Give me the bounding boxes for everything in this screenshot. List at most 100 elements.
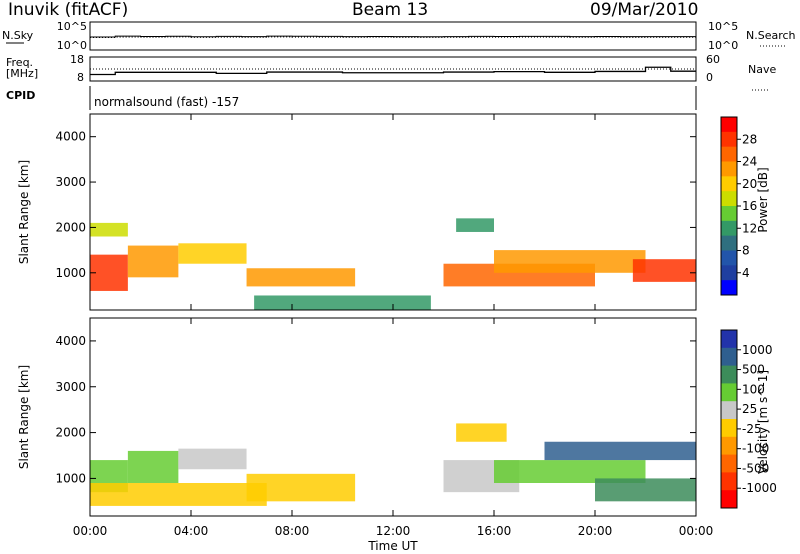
power-panel: 1000 2000 3000 4000 Slant Range [km] 28 24 20… xyxy=(17,113,770,311)
vel-cbar-swatch-4 xyxy=(721,401,737,420)
power-cells-region-0 xyxy=(90,254,128,291)
x-tick-0: 00:00 xyxy=(73,524,108,538)
noise-right-label: N.Search xyxy=(746,29,796,42)
vel-cbar-swatch-0 xyxy=(721,330,737,349)
vel-cbar-tick-3: 25 xyxy=(742,402,757,416)
power-cells-region-2 xyxy=(127,245,179,278)
vel-cbar-tick-2: 100 xyxy=(742,382,765,396)
freq-left-label-1: Freq. xyxy=(6,56,34,69)
station-title: Inuvik (fitACF) xyxy=(8,0,129,20)
vel-cbar-swatch-5 xyxy=(721,419,737,438)
vel-cbar-frame xyxy=(720,329,738,509)
vel-cbar-swatch-9 xyxy=(721,490,737,509)
freq-left-tick-top: 18 xyxy=(70,53,84,66)
vel-cells-region-9 xyxy=(595,478,696,502)
power-cbar-swatch-11 xyxy=(721,280,737,296)
power-data xyxy=(90,218,696,310)
power-cbar-swatch-8 xyxy=(721,235,737,251)
x-tick-3: 12:00 xyxy=(376,524,411,538)
velocity-data xyxy=(90,423,696,506)
vel-yticks-label-3000: 3000 xyxy=(55,380,86,394)
power-yticks-label-3000: 3000 xyxy=(55,175,86,189)
vel-cbar-swatch-2 xyxy=(721,365,737,384)
power-cbar-label: Power [dB] xyxy=(756,167,770,232)
power-cbar-tick-4: 12 xyxy=(742,221,757,235)
power-cbar-swatch-1 xyxy=(721,131,737,148)
power-cells-region-1 xyxy=(90,222,128,237)
x-tick-6: 00:00 xyxy=(679,524,714,538)
vel-cells-region-1 xyxy=(127,450,179,483)
date-title: 09/Mar/2010 xyxy=(590,0,699,20)
noise-left-label: N.Sky xyxy=(2,29,34,42)
power-cells-region-9 xyxy=(632,259,696,282)
power-cbar-swatch-3 xyxy=(721,161,737,177)
noise-sky-line xyxy=(90,35,696,38)
power-yticks-label-1000: 1000 xyxy=(55,266,86,280)
vel-cells-region-8 xyxy=(544,441,696,461)
freq-panel: 18 8 60 0 xyxy=(70,53,770,91)
noise-search-line xyxy=(90,36,696,39)
vel-cbar-swatch-7 xyxy=(721,454,737,473)
power-cbar-tick-6: 4 xyxy=(742,266,750,280)
velocity-cbar-label: Velocity [m s^-1] xyxy=(756,370,770,474)
x-tick-5: 20:00 xyxy=(578,524,613,538)
power-yticks-label-2000: 2000 xyxy=(55,220,86,234)
vel-cbar-tick-7: -1000 xyxy=(742,481,777,495)
vel-cells-region-3 xyxy=(90,483,267,506)
power-cbar-tick-3: 16 xyxy=(742,199,757,213)
power-cells-region-7 xyxy=(456,218,494,232)
vel-cells-region-2 xyxy=(178,448,247,470)
freq-left-tick-bottom: 8 xyxy=(77,71,84,84)
freq-right-label: Nave xyxy=(748,63,777,76)
vel-cbar-tick-5: -100 xyxy=(742,442,769,456)
power-cells-region-3 xyxy=(178,243,247,264)
vel-cbar-swatch-6 xyxy=(721,436,737,456)
freq-line xyxy=(90,66,696,76)
beam-title: Beam 13 xyxy=(352,0,429,20)
vel-cbar-tick-1: 500 xyxy=(742,363,765,377)
vel-cells-region-7 xyxy=(494,460,646,483)
cpid-text: normalsound (fast) -157 xyxy=(94,95,240,109)
power-cbar-tick-5: 8 xyxy=(742,244,750,258)
vel-yticks-label-4000: 4000 xyxy=(55,334,86,348)
noise-right-tick-bottom: 10^0 xyxy=(708,39,738,52)
power-cbar-swatch-4 xyxy=(721,176,737,192)
vel-cbar-tick-4: -25 xyxy=(742,422,762,436)
power-cells-region-8 xyxy=(494,250,646,273)
velocity-panel: 1000 2000 3000 4000 Slant Range [km] 1000 50… xyxy=(17,317,777,517)
power-yticks-label-4000: 4000 xyxy=(55,130,86,144)
x-axis-label: Time UT xyxy=(367,539,418,553)
velocity-colorbar: 1000 500 100 25 -25 -100 -500 -1000 xyxy=(720,329,777,509)
power-cbar-tick-2: 20 xyxy=(742,177,757,191)
power-cbar-swatch-10 xyxy=(721,265,737,281)
noise-right-tick-top: 10^5 xyxy=(708,20,738,33)
vel-yticks-label-1000: 1000 xyxy=(55,471,86,485)
vel-cells-region-6 xyxy=(456,423,507,442)
power-cbar-swatch-6 xyxy=(721,206,737,222)
x-tick-1: 04:00 xyxy=(174,524,209,538)
vel-cbar-swatch-3 xyxy=(721,383,737,402)
x-axis: 00:00 04:00 08:00 12:00 16:00 20:00 00:00 xyxy=(73,114,714,538)
vel-cbar-swatch-1 xyxy=(721,347,737,367)
power-cbar-swatch-9 xyxy=(721,250,737,266)
noise-panel: 10^5 10^0 10^5 10^0 xyxy=(6,20,786,52)
power-cbar-tick-0: 28 xyxy=(742,132,757,146)
power-cbar-swatch-2 xyxy=(721,146,737,162)
cpid-label: CPID xyxy=(6,89,36,102)
power-cbar-swatch-0 xyxy=(721,117,737,133)
vel-cbar-tick-0: 1000 xyxy=(742,343,773,357)
power-colorbar: 28 24 20 16 12 8 4 xyxy=(720,116,757,296)
power-cbar-tick-1: 24 xyxy=(742,155,757,169)
power-ylabel: Slant Range [km] xyxy=(17,160,31,264)
nave-right-tick-bottom: 0 xyxy=(706,71,713,84)
power-cells-region-5 xyxy=(254,295,431,310)
freq-left-label-2: [MHz] xyxy=(6,67,39,80)
velocity-ylabel: Slant Range [km] xyxy=(17,365,31,469)
noise-left-tick-top: 10^5 xyxy=(57,20,87,33)
power-cbar-swatch-7 xyxy=(721,220,737,237)
vel-cbar-swatch-8 xyxy=(721,472,737,491)
vel-cells-region-4 xyxy=(246,473,356,502)
x-tick-4: 16:00 xyxy=(477,524,512,538)
power-cbar-swatch-5 xyxy=(721,191,737,207)
cpid-panel xyxy=(89,86,697,110)
